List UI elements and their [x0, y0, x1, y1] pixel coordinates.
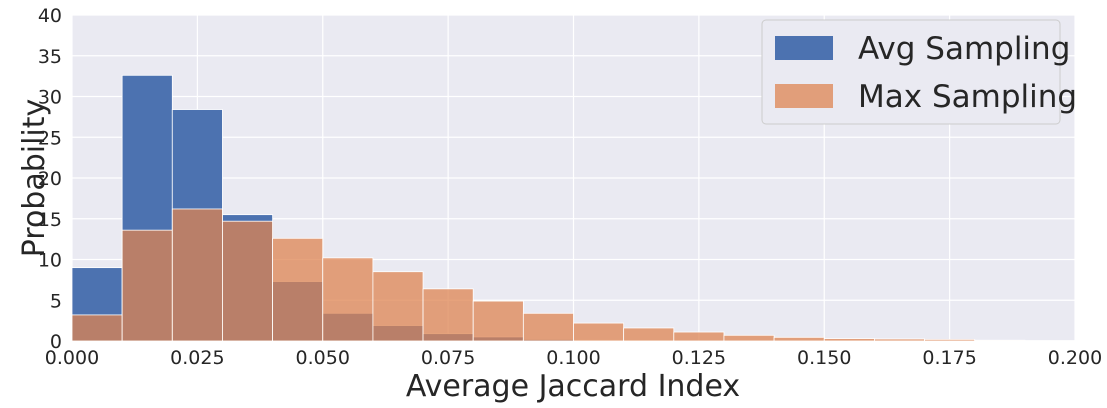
y-tick-label: 10	[38, 250, 62, 272]
max-sampling-bar	[823, 338, 875, 342]
x-tick-label: 0.175	[922, 347, 976, 369]
x-tick-label: 0.075	[421, 347, 475, 369]
x-tick-label: 0.100	[546, 347, 600, 369]
y-tick-label: 15	[38, 209, 62, 231]
max-sampling-bar	[723, 334, 775, 342]
x-tick-label: 0.025	[170, 347, 224, 369]
x-axis-title: Average Jaccard Index	[406, 369, 740, 404]
y-tick-label: 30	[38, 87, 62, 109]
max-sampling-bar	[623, 327, 675, 342]
max-sampling-bar	[422, 288, 474, 342]
x-tick-label: 0.000	[45, 347, 99, 369]
x-tick-label: 0.050	[296, 347, 350, 369]
legend-label-avg: Avg Sampling	[858, 31, 1070, 67]
y-tick-label: 0	[50, 331, 62, 353]
legend: Avg Sampling Max Sampling	[761, 19, 1077, 125]
x-tick-label: 0.125	[672, 347, 726, 369]
y-tick-label: 40	[38, 5, 62, 27]
y-tick-label: 35	[38, 46, 62, 68]
max-sampling-bar	[272, 237, 324, 342]
y-tick-label: 25	[38, 127, 62, 149]
legend-swatch-avg	[775, 36, 833, 60]
max-sampling-bar	[974, 339, 1026, 342]
max-sampling-bar	[773, 336, 825, 342]
x-tick-label: 0.200	[1048, 347, 1102, 369]
legend-swatch-max	[775, 84, 833, 108]
y-tick-label: 5	[50, 290, 62, 312]
max-sampling-bar	[522, 312, 574, 342]
max-sampling-bar	[372, 271, 424, 342]
max-sampling-bar	[171, 208, 223, 342]
max-sampling-bar	[222, 220, 273, 342]
max-sampling-bar	[121, 229, 173, 342]
max-sampling-bar	[874, 338, 925, 342]
legend-frame	[761, 19, 1061, 125]
max-sampling-bar	[71, 314, 123, 342]
legend-label-max: Max Sampling	[858, 79, 1077, 115]
max-sampling-bar	[924, 338, 976, 342]
x-tick-label: 0.150	[797, 347, 851, 369]
max-sampling-bars	[71, 208, 1076, 342]
y-tick-labels: 0 5 10 15 20 25 30 35 40	[38, 5, 62, 353]
max-sampling-bar	[322, 257, 374, 342]
max-sampling-bar	[673, 331, 725, 342]
max-sampling-bar	[472, 300, 524, 342]
y-tick-label: 20	[38, 168, 62, 190]
x-tick-labels: 0.000 0.025 0.050 0.075 0.100 0.125 0.150 0.175…	[45, 347, 1102, 369]
max-sampling-bar	[573, 322, 625, 342]
y-axis-title: Probability	[17, 99, 52, 258]
